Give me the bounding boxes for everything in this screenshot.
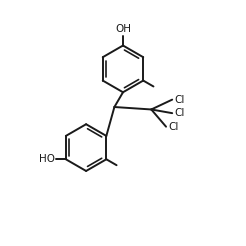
- Text: Cl: Cl: [174, 108, 184, 118]
- Text: OH: OH: [115, 24, 131, 34]
- Text: HO: HO: [39, 154, 55, 164]
- Text: Cl: Cl: [174, 95, 184, 105]
- Text: Cl: Cl: [168, 122, 178, 132]
